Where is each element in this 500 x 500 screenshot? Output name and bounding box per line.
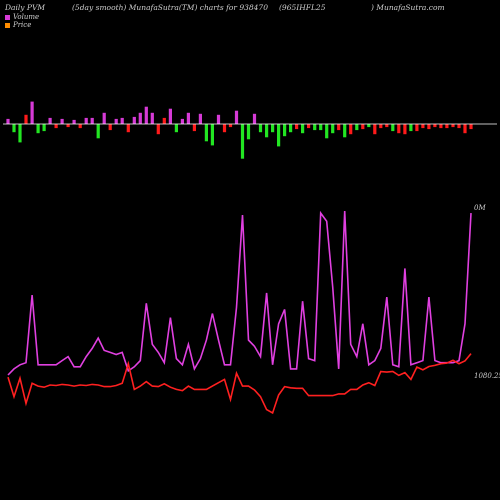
volume-bar [66, 124, 70, 128]
volume-bar [307, 124, 311, 129]
volume-bar [174, 124, 178, 133]
volume-bar [42, 124, 46, 132]
volume-bar [421, 124, 425, 129]
volume-bar [469, 124, 473, 130]
volume-bar [240, 124, 245, 159]
volume-bar [72, 119, 76, 124]
volume-bar [325, 124, 329, 139]
volume-series-line [7, 210, 472, 376]
volume-bar [385, 124, 389, 128]
volume-bar [180, 118, 184, 124]
volume-bar [433, 124, 437, 128]
volume-bar [132, 116, 136, 124]
price-end-label: 1080.25 [474, 372, 500, 380]
volume-bar [427, 124, 431, 130]
volume-bar [210, 124, 214, 146]
volume-bar [439, 124, 443, 129]
volume-bar [30, 101, 34, 124]
volume-bar [319, 124, 323, 131]
volume-bar [337, 124, 341, 131]
volume-bar [373, 124, 377, 135]
volume-bar [78, 124, 82, 129]
volume-bar [331, 124, 335, 134]
volume-bar [295, 124, 299, 130]
volume-bar [228, 124, 233, 128]
volume-bar [415, 124, 419, 132]
volume-bar [379, 124, 383, 129]
legend-item-volume: Volume [5, 13, 39, 21]
volume-bar [48, 117, 52, 124]
volume-bar [198, 113, 202, 124]
volume-bar [216, 114, 221, 124]
volume-bar [84, 117, 88, 124]
volume-bar [451, 124, 455, 128]
volume-bar [463, 124, 467, 134]
volume-bar [186, 112, 190, 124]
volume-bar [361, 124, 365, 130]
volume-bar [36, 124, 40, 134]
volume-bar [234, 110, 239, 124]
volume-bar [403, 124, 407, 135]
volume-bar [96, 124, 100, 139]
volume-bar [18, 124, 22, 143]
volume-bar [168, 108, 172, 124]
volume-bar [391, 124, 395, 132]
volume-bar [265, 124, 269, 138]
volume-bars [6, 101, 473, 159]
legend-volume-label: Volume [13, 13, 40, 21]
volume-bar [349, 124, 353, 135]
volume-bar [252, 113, 257, 124]
volume-bar [343, 124, 347, 138]
volume-bar [457, 124, 461, 129]
site-label: ) MunafaSutra.com [371, 3, 445, 12]
symbol-label: (965IHFL25 [279, 3, 326, 12]
volume-bar [283, 124, 287, 137]
volume-bar [150, 112, 154, 124]
volume-bar [156, 124, 160, 135]
volume-bar [60, 118, 64, 124]
volume-bar [271, 124, 275, 133]
volume-bar [409, 124, 413, 132]
volume-bar [54, 124, 58, 129]
volume-bar [246, 124, 251, 140]
volume-bar [108, 124, 112, 131]
volume-bar [204, 124, 208, 142]
volume-swatch [5, 14, 10, 20]
volume-bar [102, 112, 106, 124]
volume-bar [192, 124, 196, 132]
volume-bar [138, 112, 142, 124]
volume-bar [289, 124, 293, 133]
chart-title: (5day smooth) MunafaSutra(TM) charts for… [72, 3, 268, 12]
chart-type-label: Daily PVM [5, 3, 46, 12]
volume-bar [6, 118, 10, 124]
price-swatch [5, 22, 10, 28]
volume-bar [313, 124, 317, 131]
volume-bar [162, 117, 166, 124]
volume-bar [12, 124, 16, 133]
volume-bar [114, 118, 118, 124]
volume-bar [301, 124, 305, 134]
volume-bar [126, 124, 130, 133]
volume-bar [120, 117, 124, 124]
volume-bar [367, 124, 371, 128]
volume-bar [277, 124, 281, 147]
volume-bar [445, 124, 449, 129]
legend-item-price: Price [5, 21, 31, 29]
legend-price-label: Price [13, 21, 32, 29]
volume-bar [24, 114, 28, 124]
volume-bar [397, 124, 401, 134]
price-series-line [7, 353, 472, 415]
volume-bar [144, 106, 148, 124]
volume-end-label: 0M [474, 204, 486, 212]
volume-bar [355, 124, 359, 131]
volume-bar [90, 117, 94, 124]
volume-bar [258, 124, 263, 133]
volume-bar [222, 124, 227, 133]
